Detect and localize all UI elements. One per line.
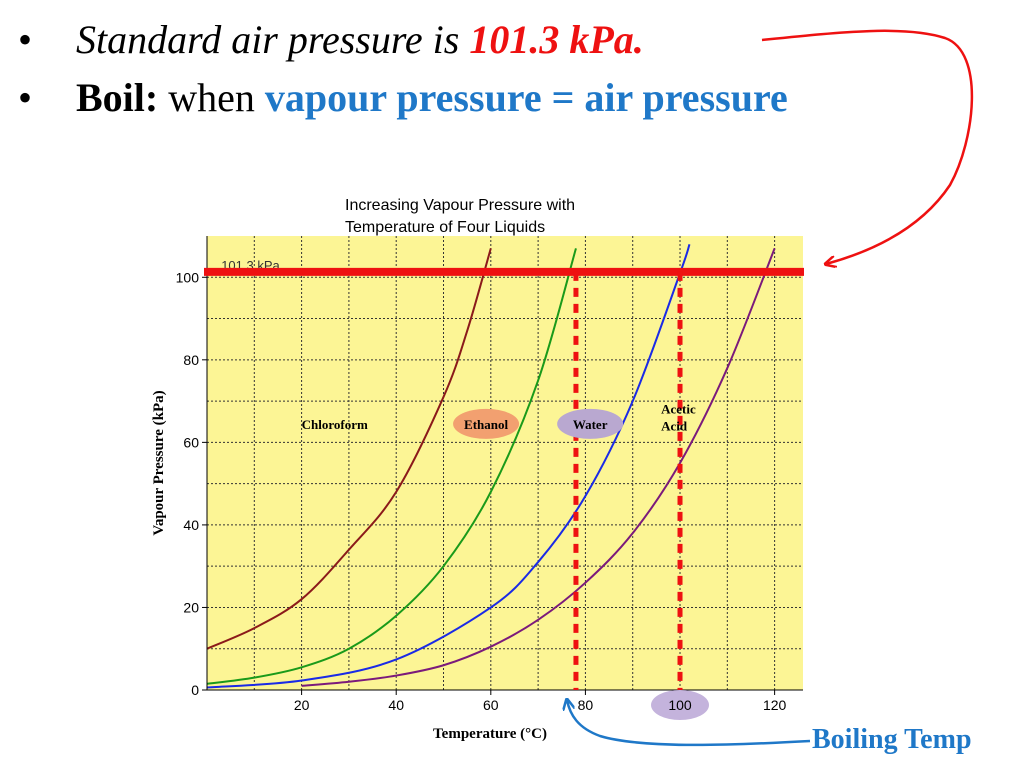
chart-title-line2: Temperature of Four Liquids [345, 219, 545, 236]
y-tick-label: 20 [183, 599, 199, 615]
x-tick-label: 20 [294, 697, 310, 713]
series-line-chloroform [206, 248, 492, 650]
boiling-temp-arrow [567, 700, 811, 747]
series-label-acetic-acid: Acid [661, 419, 688, 434]
x-tick-label: 120 [763, 697, 787, 713]
boiling-markers: 101.3 kPa [204, 258, 804, 690]
grid [207, 236, 803, 690]
bullet-dot: • [18, 75, 33, 120]
highlight-oval-ethanol [453, 408, 520, 439]
bullet-dot: • [18, 17, 33, 62]
x-tick-label: 80 [578, 697, 594, 713]
series-label-ethanol: Ethanol [464, 417, 508, 432]
x-axis-title: Temperature (°C) [433, 726, 547, 742]
y-tick-label: 40 [183, 517, 199, 533]
bullet-boil: • Boil: when vapour pressure = air pressu… [18, 78, 788, 118]
pressure-arrow [761, 29, 974, 264]
highlight-oval-water [557, 408, 624, 439]
series-line-acetic-acid [301, 248, 776, 687]
y-tick-label: 0 [191, 682, 199, 698]
annotations: 100 [567, 29, 974, 747]
boiling-temp-label: Boiling Temp [812, 724, 972, 755]
boiling-temp-oval [651, 690, 710, 720]
bullet-standard-pressure: • Standard air pressure is 101.3 kPa. [18, 20, 644, 60]
y-tick-label: 80 [183, 352, 199, 368]
series-line-ethanol [206, 248, 577, 685]
x-tick-label: 40 [388, 697, 404, 713]
axes: 0 20 40 60 80 100 20 40 60 80 120 Temperature (°C) V… [151, 236, 803, 742]
series-label-chloroform: Chloroform [302, 417, 368, 432]
bullet-text: Standard air pressure is [76, 17, 470, 62]
series-label-water: Water [573, 417, 608, 432]
boil-condition: vapour pressure = air pressure [264, 75, 788, 120]
x-tick-label: 100 [668, 697, 692, 713]
y-axis-title: Vapour Pressure (kPa) [151, 390, 167, 535]
x-tick-label: 60 [483, 697, 499, 713]
bullet-text: when [158, 75, 265, 120]
chart-title-line1: Increasing Vapour Pressure with [345, 197, 575, 214]
series-labels: Chloroform Ethanol Water Acetic Acid [302, 402, 696, 439]
series-line-water [206, 243, 691, 689]
series-layer [206, 243, 776, 689]
y-tick-label: 100 [176, 269, 200, 285]
boil-label: Boil: [76, 75, 159, 120]
pressure-value: 101.3 kPa. [469, 17, 644, 62]
y-tick-label: 60 [183, 434, 199, 450]
series-label-acetic-acid: Acetic [661, 402, 696, 417]
